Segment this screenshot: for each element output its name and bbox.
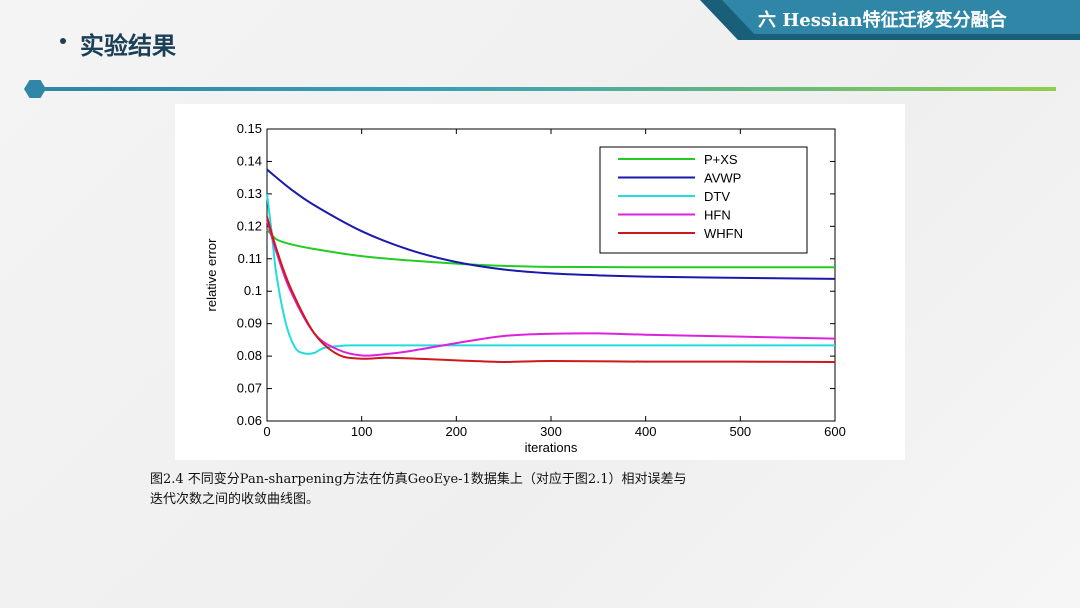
- y-axis-label: relative error: [204, 238, 219, 312]
- hexagon-icon: [24, 80, 46, 98]
- x-tick-label: 400: [635, 424, 657, 439]
- convergence-chart: 0 100 200 300 400 500 600 0.06 0.07 0.08 0.09 0.1 0.…: [204, 121, 846, 455]
- banner-front-shape: [722, 0, 1080, 34]
- y-tick-label: 0.11: [238, 251, 262, 266]
- series-line-whfn: [266, 216, 836, 363]
- bullet-icon: [60, 38, 66, 44]
- x-tick-label: 0: [263, 424, 270, 439]
- legend-label: DTV: [704, 189, 730, 204]
- banner-title: 六 Hessian特征迁移变分融合: [758, 10, 1007, 31]
- y-tick-label: 0.12: [237, 218, 262, 233]
- y-tick-label: 0.14: [237, 153, 262, 168]
- y-tick-label: 0.09: [237, 316, 262, 331]
- series-line-avwp: [266, 168, 836, 280]
- series-line-hfn: [266, 219, 836, 357]
- caption-line-2: 迭代次数之间的收敛曲线图。: [150, 492, 320, 507]
- x-tick-label: 600: [824, 424, 846, 439]
- legend-label: AVWP: [704, 171, 741, 186]
- page-title: 实验结果: [80, 32, 176, 60]
- title-divider: [44, 87, 1056, 91]
- series-line-p-xs: [266, 228, 835, 269]
- x-tick-label: 200: [445, 424, 467, 439]
- x-axis-label: iterations: [525, 440, 578, 455]
- y-tick-label: 0.06: [237, 413, 262, 428]
- header-banner: 六 Hessian特征迁移变分融合: [700, 0, 1080, 40]
- legend-label: HFN: [704, 208, 731, 223]
- figure-panel: 0 100 200 300 400 500 600 0.06 0.07 0.08 0.09 0.1 0.…: [175, 104, 905, 460]
- y-tick-label: 0.08: [237, 348, 262, 363]
- x-tick-label: 500: [729, 424, 751, 439]
- legend-label: P+XS: [704, 152, 738, 167]
- y-tick-label: 0.07: [237, 381, 262, 396]
- legend-label: WHFN: [704, 226, 743, 241]
- y-tick-label: 0.13: [237, 186, 262, 201]
- y-tick-label: 0.15: [237, 121, 262, 136]
- caption-line-1: 图2.4 不同变分Pan-sharpening方法在仿真GeoEye-1数据集上…: [150, 472, 687, 487]
- figure-caption: 图2.4 不同变分Pan-sharpening方法在仿真GeoEye-1数据集上…: [150, 470, 910, 510]
- legend-box: [599, 146, 808, 254]
- x-tick-label: 300: [540, 424, 562, 439]
- x-tick-label: 100: [351, 424, 373, 439]
- y-tick-label: 0.1: [244, 283, 262, 298]
